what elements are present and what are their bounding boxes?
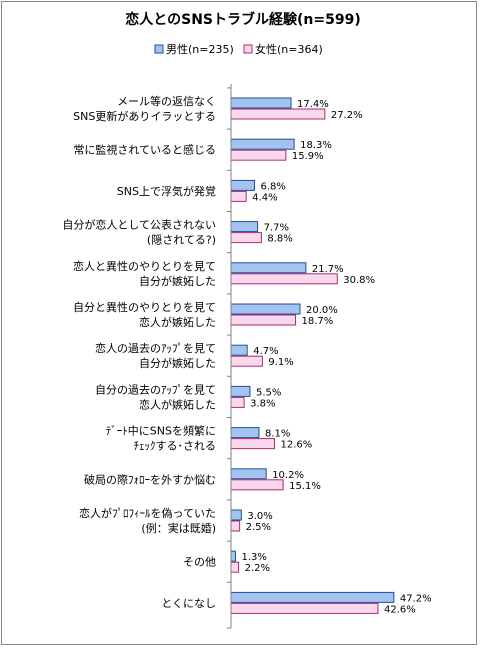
bar-male (230, 138, 295, 150)
category-label: ﾃﾞｰﾄ中にSNSを頻繁に (106, 424, 216, 438)
category-label: 自分と異性のやりとりを見て (73, 300, 216, 314)
bar-female (230, 190, 247, 202)
legend-swatch-female (243, 44, 253, 54)
category-label: 恋人と異性のやりとりを見て (73, 259, 216, 273)
legend: 男性(n=235) 女性(n=364) (154, 42, 323, 56)
bar-female (230, 561, 240, 573)
category-label: 恋人が嫉妬した (139, 315, 216, 329)
category-label: SNS更新がありイラッとする (73, 109, 216, 123)
data-label-male: 17.4% (297, 99, 329, 110)
bar-male (230, 97, 292, 109)
bar-male (230, 468, 267, 480)
category-label: メール等の返信なく (117, 94, 216, 108)
data-label-male: 4.7% (253, 346, 278, 357)
bar-male (230, 221, 259, 233)
data-label-male: 3.0% (247, 511, 272, 522)
data-label-male: 1.3% (241, 552, 266, 563)
data-label-female: 9.1% (268, 357, 293, 368)
bar-male (230, 179, 255, 191)
category-label: (例：実は既婚) (141, 521, 216, 535)
data-label-male: 5.5% (256, 387, 281, 398)
data-label-female: 4.4% (252, 192, 277, 203)
bar-male (230, 550, 236, 562)
data-label-male: 18.3% (300, 140, 332, 151)
bar-male (230, 385, 251, 397)
data-label-female: 12.6% (280, 440, 312, 451)
data-label-female: 2.5% (246, 522, 271, 533)
data-label-female: 18.7% (302, 316, 334, 327)
data-label-male: 7.7% (264, 223, 289, 234)
category-label: 自分が嫉妬した (139, 356, 216, 370)
bar-male (230, 262, 307, 274)
category-label: その他 (183, 556, 216, 569)
category-label: とくになし (161, 597, 216, 610)
data-label-male: 47.2% (400, 593, 432, 604)
data-label-male: 21.7% (312, 264, 344, 275)
data-label-female: 15.9% (292, 151, 324, 162)
category-label: 破局の際ﾌｫﾛｰを外すか悩む (84, 472, 216, 486)
legend-swatch-male (154, 44, 164, 54)
category-label: 自分が嫉妬した (139, 274, 216, 288)
bar-female (230, 108, 326, 120)
bar-male (230, 427, 260, 439)
data-label-female: 30.8% (343, 275, 375, 286)
bar-female (230, 602, 379, 614)
data-label-female: 42.6% (384, 604, 416, 615)
bar-female (230, 273, 338, 285)
data-label-male: 6.8% (260, 181, 285, 192)
data-label-female: 2.2% (245, 563, 270, 574)
bar-female (230, 232, 262, 244)
category-label: 恋人がﾌﾟﾛﾌｨｰﾙを偽っていた (79, 506, 216, 520)
data-label-male: 8.1% (265, 429, 290, 440)
bar-female (230, 479, 284, 491)
bar-male (230, 344, 248, 356)
category-label: 恋人の過去のｱｯﾌﾟを見て (95, 341, 216, 355)
bar-female (230, 149, 287, 161)
bar-male (230, 303, 301, 315)
bar-female (230, 396, 245, 408)
category-label: 自分が恋人として公表されない (62, 218, 216, 232)
chart-title: 恋人とのSNSトラブル経験(n=599) (125, 11, 360, 28)
legend-label-male: 男性(n=235) (166, 42, 234, 56)
data-label-female: 8.8% (267, 234, 292, 245)
category-label: SNS上で浮気が発覚 (117, 184, 216, 198)
legend-label-female: 女性(n=364) (255, 42, 323, 56)
bar-female (230, 438, 275, 450)
data-label-female: 27.2% (331, 110, 363, 121)
plot-area: 17.4%27.2%メール等の返信なくSNS更新がありイラッとする18.3%15… (62, 84, 432, 629)
bar-female (230, 355, 263, 367)
data-label-male: 20.0% (306, 305, 338, 316)
bar-male (230, 591, 395, 603)
category-label: 自分の過去のｱｯﾌﾟを見て (95, 383, 216, 396)
category-label: ﾁｪｯｸする･される (134, 440, 217, 453)
data-label-male: 10.2% (272, 470, 304, 481)
data-label-female: 15.1% (289, 481, 321, 492)
category-label: 恋人が嫉妬した (139, 397, 216, 411)
bar-female (230, 520, 241, 532)
category-label: 常に監視されていると感じる (73, 143, 216, 157)
category-label: (隠されてる?) (147, 234, 216, 247)
bar-male (230, 509, 242, 521)
data-label-female: 3.8% (250, 398, 275, 409)
bar-female (230, 314, 297, 326)
